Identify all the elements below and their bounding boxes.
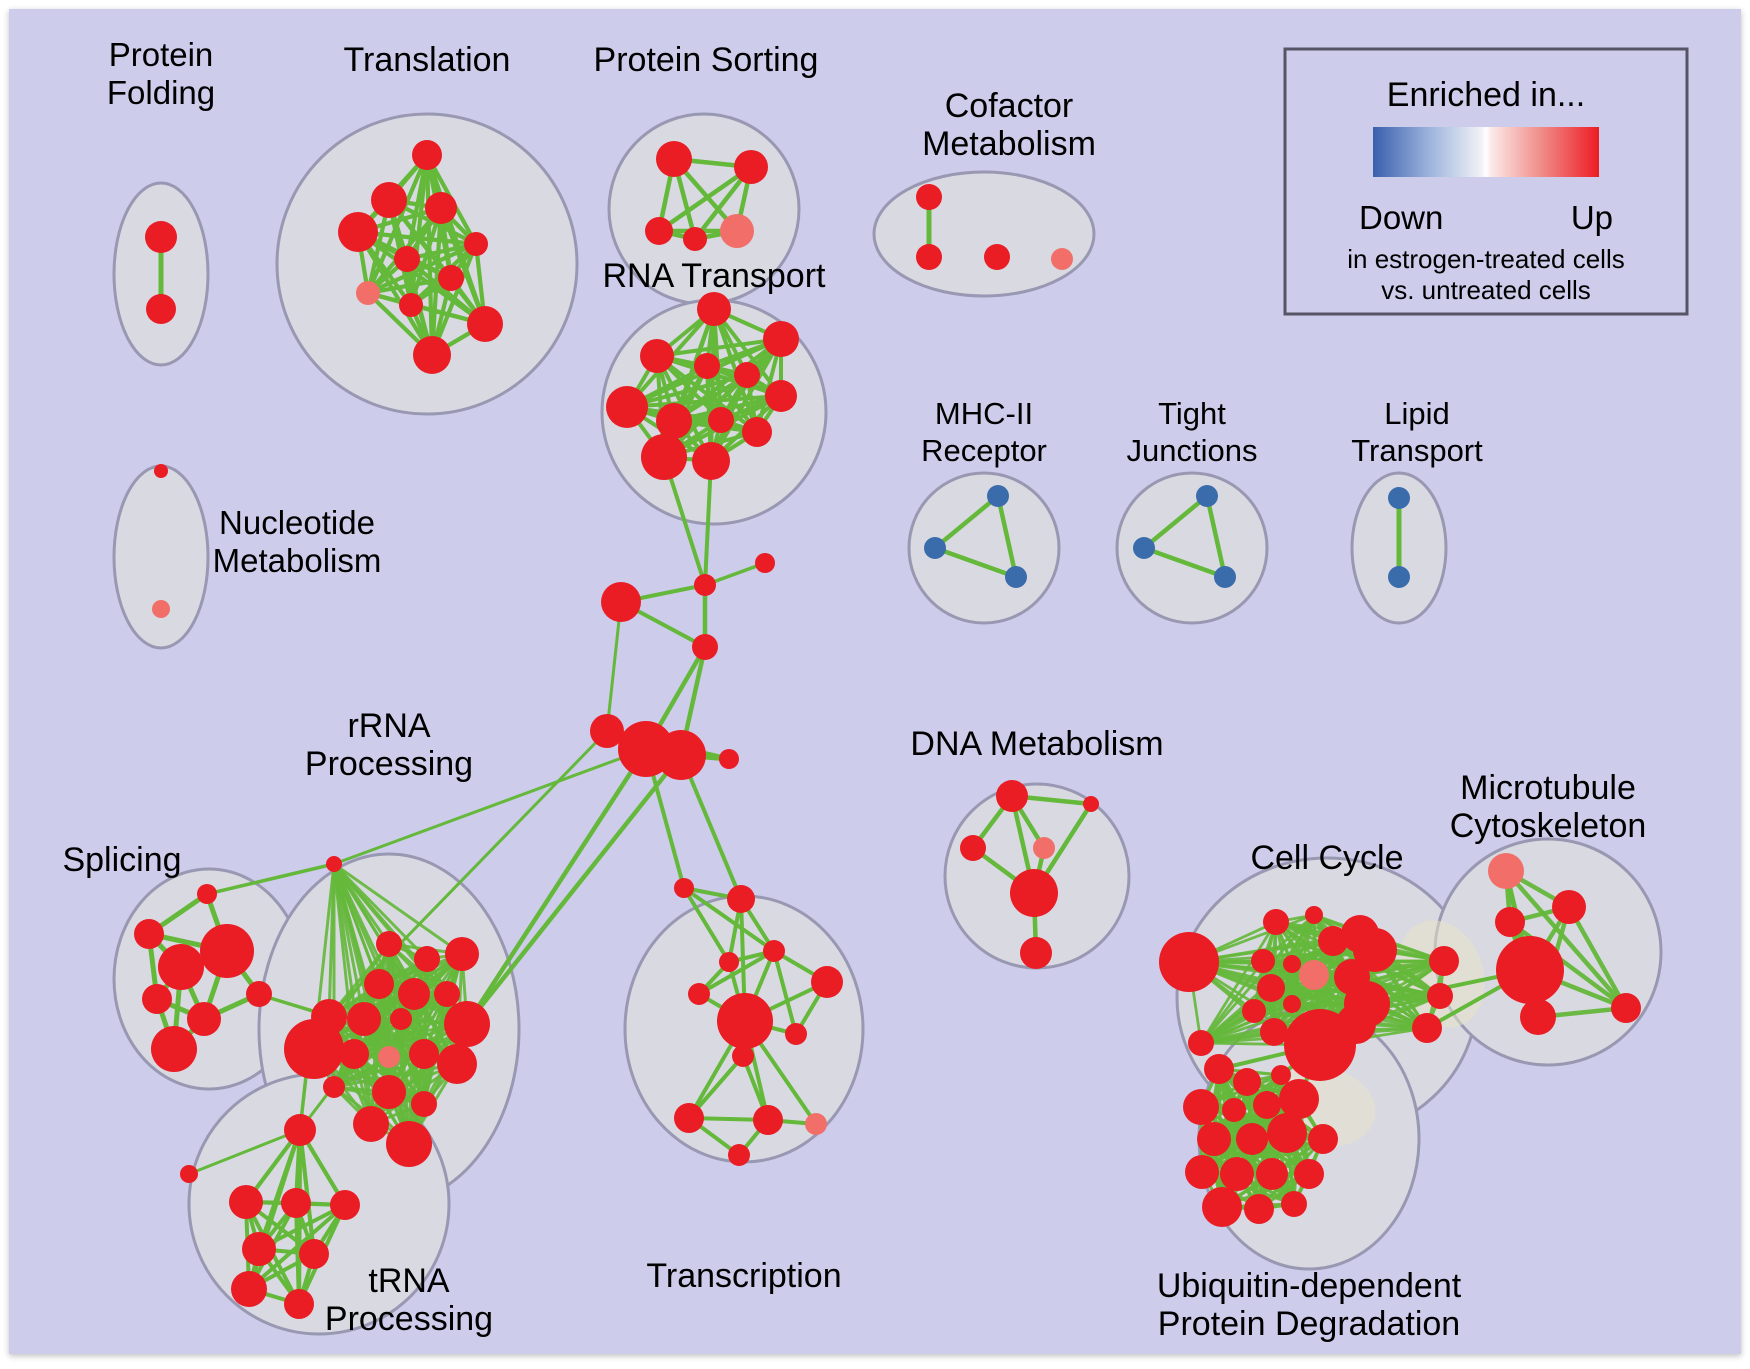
svg-text:Cofactor: Cofactor: [945, 87, 1074, 125]
svg-text:Protein: Protein: [109, 36, 214, 73]
svg-text:Junctions: Junctions: [1127, 433, 1258, 468]
svg-text:Microtubule: Microtubule: [1460, 769, 1636, 807]
svg-text:tRNA: tRNA: [368, 1262, 450, 1300]
svg-text:Folding: Folding: [107, 74, 215, 111]
svg-text:Transport: Transport: [1351, 433, 1483, 468]
svg-text:MHC-II: MHC-II: [935, 396, 1033, 431]
svg-text:vs. untreated cells: vs. untreated cells: [1381, 275, 1591, 305]
svg-text:Protein Degradation: Protein Degradation: [1158, 1305, 1460, 1343]
svg-text:Tight: Tight: [1158, 396, 1226, 431]
svg-text:Processing: Processing: [305, 745, 473, 783]
svg-text:Translation: Translation: [344, 41, 511, 79]
svg-text:Protein Sorting: Protein Sorting: [594, 41, 819, 79]
svg-text:RNA Transport: RNA Transport: [603, 257, 827, 295]
svg-text:Cell Cycle: Cell Cycle: [1250, 839, 1403, 877]
svg-text:in estrogen-treated cells: in estrogen-treated cells: [1347, 244, 1624, 274]
svg-text:Up: Up: [1571, 199, 1613, 236]
svg-text:Transcription: Transcription: [646, 1257, 841, 1295]
svg-text:Metabolism: Metabolism: [213, 542, 382, 579]
svg-text:Processing: Processing: [325, 1300, 493, 1338]
svg-text:Down: Down: [1359, 199, 1443, 236]
svg-text:Enriched in...: Enriched in...: [1387, 76, 1585, 114]
svg-text:Lipid: Lipid: [1384, 396, 1450, 431]
svg-text:Splicing: Splicing: [62, 841, 181, 879]
svg-text:Receptor: Receptor: [921, 433, 1047, 468]
svg-text:Ubiquitin-dependent: Ubiquitin-dependent: [1157, 1267, 1462, 1305]
svg-text:Metabolism: Metabolism: [922, 125, 1096, 163]
svg-text:Nucleotide: Nucleotide: [219, 504, 375, 541]
svg-text:DNA Metabolism: DNA Metabolism: [910, 725, 1163, 763]
svg-text:rRNA: rRNA: [347, 707, 430, 745]
svg-text:Cytoskeleton: Cytoskeleton: [1450, 807, 1647, 845]
